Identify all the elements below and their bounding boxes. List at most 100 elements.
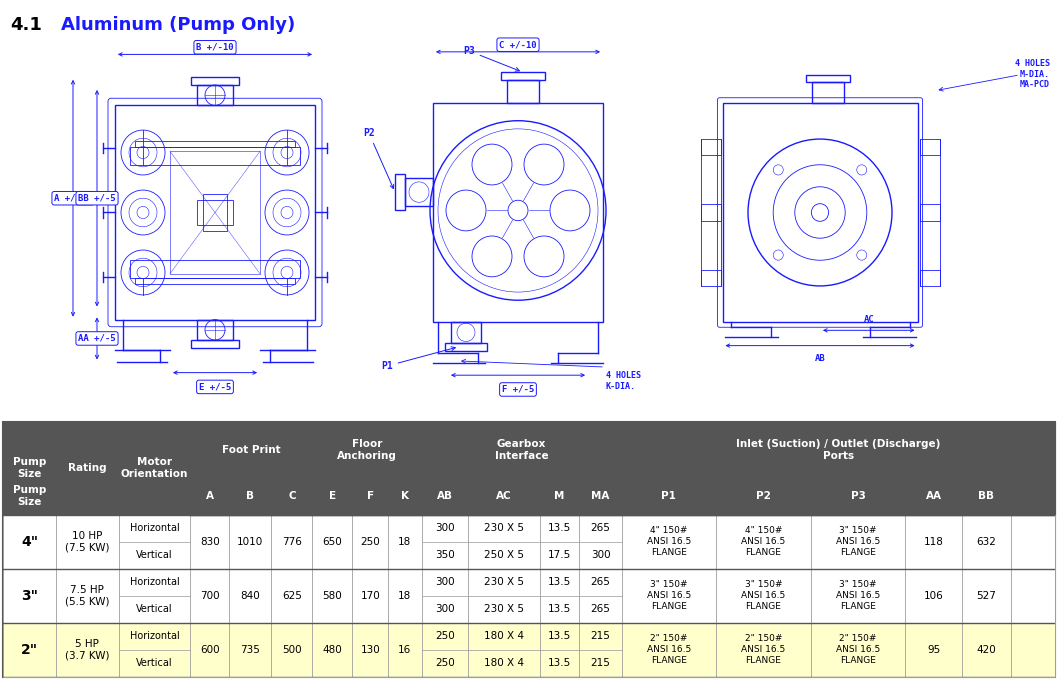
Text: 13.5: 13.5: [548, 631, 571, 641]
Text: 300: 300: [590, 550, 610, 560]
Bar: [963, 568, 1010, 623]
Text: C: C: [288, 491, 295, 501]
Bar: [810, 568, 906, 623]
Text: K: K: [401, 491, 408, 501]
Text: 4" 150#
ANSI 16.5
FLANGE: 4" 150# ANSI 16.5 FLANGE: [742, 526, 786, 557]
Text: BB +/-5: BB +/-5: [78, 194, 115, 203]
Bar: [919, 204, 940, 220]
Bar: [1010, 422, 1055, 477]
Bar: [56, 422, 118, 477]
Bar: [190, 422, 230, 477]
Text: Aluminum (Pump Only): Aluminum (Pump Only): [61, 16, 295, 35]
Bar: [130, 147, 300, 165]
Text: 600: 600: [200, 645, 220, 655]
Text: AB: AB: [437, 491, 453, 501]
Bar: [3, 623, 56, 677]
Bar: [3, 477, 56, 515]
Bar: [422, 623, 468, 677]
Text: Vertical: Vertical: [136, 658, 172, 668]
Text: F +/-5: F +/-5: [501, 385, 534, 394]
Bar: [271, 477, 312, 515]
Bar: [388, 623, 422, 677]
Text: 106: 106: [924, 591, 944, 600]
Bar: [621, 623, 716, 677]
Text: 300: 300: [435, 523, 455, 533]
Text: B: B: [247, 491, 254, 501]
Bar: [621, 515, 716, 568]
Bar: [118, 623, 190, 677]
Bar: [621, 422, 716, 477]
Text: 230 X 5: 230 X 5: [484, 577, 524, 587]
Bar: [312, 477, 352, 515]
Text: A +/-10: A +/-10: [54, 194, 92, 203]
Bar: [118, 568, 190, 623]
Text: 840: 840: [240, 591, 260, 600]
Bar: [906, 515, 963, 568]
Bar: [580, 568, 621, 623]
Bar: [621, 568, 716, 623]
Bar: [197, 200, 233, 224]
Text: AB: AB: [815, 354, 825, 362]
Text: 2" 150#
ANSI 16.5
FLANGE: 2" 150# ANSI 16.5 FLANGE: [836, 634, 880, 665]
Bar: [405, 177, 433, 207]
Text: P3: P3: [463, 46, 519, 71]
Text: 300: 300: [435, 577, 455, 587]
Text: 3": 3": [21, 589, 38, 602]
Text: 130: 130: [361, 645, 380, 655]
Text: 230 X 5: 230 X 5: [484, 604, 524, 614]
Text: Gearbox
Interface: Gearbox Interface: [495, 439, 548, 460]
Text: 300: 300: [435, 604, 455, 614]
Bar: [130, 260, 300, 278]
Bar: [580, 422, 621, 477]
Text: 265: 265: [590, 523, 610, 533]
Bar: [963, 422, 1010, 477]
Text: 265: 265: [590, 604, 610, 614]
Text: P2: P2: [363, 128, 394, 188]
Bar: [312, 422, 352, 477]
Bar: [501, 72, 545, 80]
Text: 3" 150#
ANSI 16.5
FLANGE: 3" 150# ANSI 16.5 FLANGE: [836, 526, 880, 557]
Bar: [445, 343, 487, 351]
Text: Horizontal: Horizontal: [130, 631, 180, 641]
Text: 17.5: 17.5: [548, 550, 571, 560]
Bar: [56, 568, 118, 623]
Text: 3" 150#
ANSI 16.5
FLANGE: 3" 150# ANSI 16.5 FLANGE: [836, 581, 880, 611]
Text: 13.5: 13.5: [548, 577, 571, 587]
Text: 250: 250: [435, 658, 455, 668]
Bar: [422, 422, 468, 477]
Bar: [716, 568, 810, 623]
Bar: [906, 422, 963, 477]
Bar: [806, 75, 850, 82]
Bar: [388, 422, 422, 477]
Text: 650: 650: [323, 537, 342, 547]
Bar: [810, 422, 906, 477]
Bar: [716, 477, 810, 515]
Text: AC: AC: [863, 316, 874, 324]
Bar: [271, 568, 312, 623]
Bar: [811, 82, 844, 103]
Text: 500: 500: [282, 645, 302, 655]
Bar: [540, 422, 580, 477]
Bar: [1010, 568, 1055, 623]
Text: E +/-5: E +/-5: [199, 382, 231, 392]
Bar: [388, 568, 422, 623]
Bar: [810, 623, 906, 677]
Bar: [451, 322, 481, 343]
Bar: [580, 515, 621, 568]
Bar: [56, 515, 118, 568]
Bar: [395, 173, 405, 211]
Text: 1010: 1010: [237, 537, 263, 547]
Bar: [3, 515, 56, 568]
Bar: [468, 477, 540, 515]
Text: MA: MA: [591, 491, 609, 501]
Text: 13.5: 13.5: [548, 523, 571, 533]
Text: Vertical: Vertical: [136, 604, 172, 614]
Bar: [271, 623, 312, 677]
Text: 830: 830: [200, 537, 220, 547]
Text: AA +/-5: AA +/-5: [78, 334, 115, 343]
Text: C +/-10: C +/-10: [499, 40, 536, 49]
Bar: [700, 270, 720, 286]
Text: 625: 625: [281, 591, 302, 600]
Bar: [540, 515, 580, 568]
Text: 580: 580: [323, 591, 342, 600]
